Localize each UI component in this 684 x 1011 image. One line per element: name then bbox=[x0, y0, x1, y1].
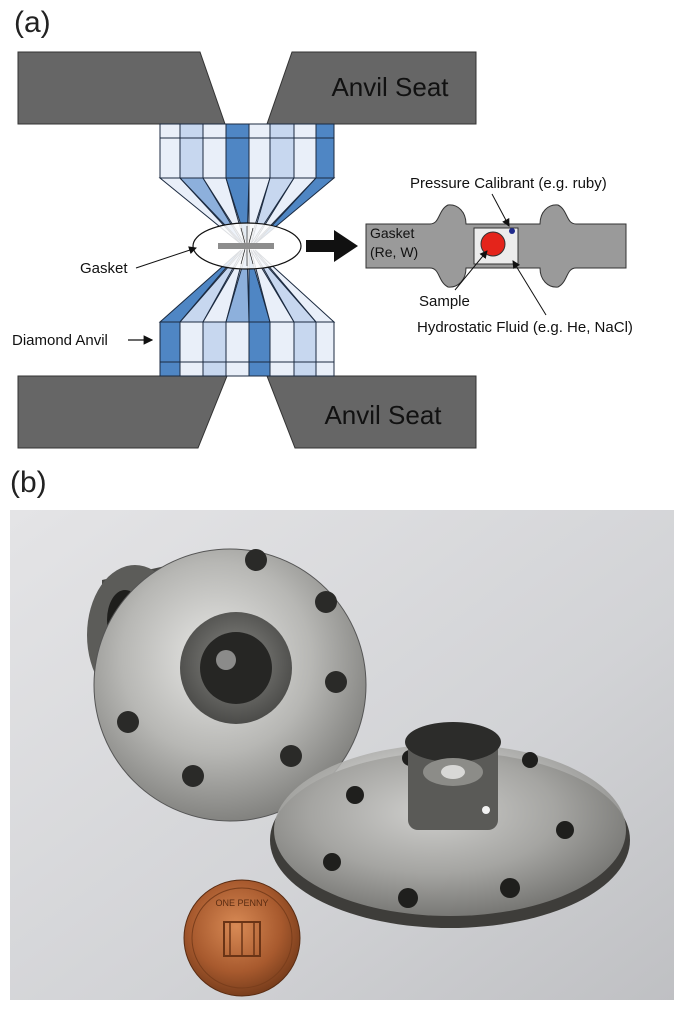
ruby-dot bbox=[509, 228, 515, 234]
dac-photograph: ONE PENNY bbox=[10, 510, 674, 1000]
anvil-seat-bottom-left bbox=[17, 375, 228, 449]
gasket-bar bbox=[218, 243, 274, 249]
gasket-left-label: Gasket bbox=[80, 260, 128, 277]
gasket-left-leader bbox=[135, 246, 197, 269]
hydrostatic-fluid-label: Hydrostatic Fluid (e.g. He, NaCl) bbox=[417, 319, 633, 336]
anvil-seat-top-right bbox=[266, 51, 477, 125]
culet-tips bbox=[240, 226, 254, 266]
diamond-anvil-label: Diamond Anvil bbox=[12, 332, 108, 349]
coin-text: ONE PENNY bbox=[215, 898, 268, 908]
anvil-seat-bottom-label: Anvil Seat bbox=[324, 400, 442, 430]
cell-piston-half bbox=[87, 548, 367, 822]
gasket-inset bbox=[365, 204, 627, 288]
pressure-calibrant-label: Pressure Calibrant (e.g. ruby) bbox=[410, 175, 607, 192]
sample-leader bbox=[454, 250, 488, 291]
penny-coin: ONE PENNY bbox=[183, 879, 301, 997]
hydrostatic-fluid-leader bbox=[512, 260, 547, 316]
gasket-right-label-line2: (Re, W) bbox=[370, 244, 418, 260]
panel-label-a: (a) bbox=[14, 6, 51, 39]
panel-label-b: (b) bbox=[10, 466, 47, 499]
sample-disc bbox=[480, 231, 506, 257]
diamond-anvil-cell-schematic: Anvil Seat Anvil Seat bbox=[12, 51, 633, 449]
sample-label: Sample bbox=[419, 293, 470, 310]
diamond-anvil-bottom bbox=[158, 249, 336, 377]
gasket-right-label-line1: Gasket bbox=[370, 225, 414, 241]
zoom-arrow bbox=[306, 230, 358, 262]
pressure-calibrant-leader bbox=[491, 193, 510, 227]
cell-cylinder-half bbox=[270, 722, 630, 928]
anvil-seat-top-label: Anvil Seat bbox=[331, 72, 449, 102]
anvil-seat-top-left bbox=[17, 51, 226, 125]
anvil-seat-bottom-right bbox=[266, 375, 477, 449]
